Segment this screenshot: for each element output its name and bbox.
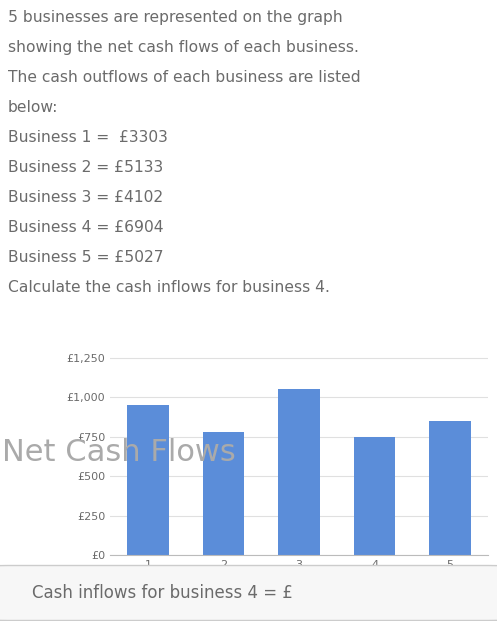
FancyBboxPatch shape xyxy=(0,566,497,620)
Bar xyxy=(203,432,244,555)
Text: below:: below: xyxy=(8,100,58,115)
Bar xyxy=(429,421,471,555)
Text: showing the net cash flows of each business.: showing the net cash flows of each busin… xyxy=(8,40,359,55)
Text: Business 2 = £5133: Business 2 = £5133 xyxy=(8,160,163,175)
Text: Net Cash Flows: Net Cash Flows xyxy=(2,438,236,467)
Bar xyxy=(278,389,320,555)
Bar xyxy=(127,405,168,555)
Text: The cash outflows of each business are listed: The cash outflows of each business are l… xyxy=(8,70,361,85)
Text: Business 1 =  £3303: Business 1 = £3303 xyxy=(8,130,168,145)
Text: 5 businesses are represented on the graph: 5 businesses are represented on the grap… xyxy=(8,10,343,25)
Text: Business 3 = £4102: Business 3 = £4102 xyxy=(8,190,163,205)
Text: Cash inflows for business 4 = £: Cash inflows for business 4 = £ xyxy=(32,584,293,602)
Text: Calculate the cash inflows for business 4.: Calculate the cash inflows for business … xyxy=(8,280,330,295)
Text: Business 4 = £6904: Business 4 = £6904 xyxy=(8,220,164,235)
X-axis label: Business: Business xyxy=(244,578,354,602)
Text: Business 5 = £5027: Business 5 = £5027 xyxy=(8,250,164,265)
Bar xyxy=(354,437,395,555)
